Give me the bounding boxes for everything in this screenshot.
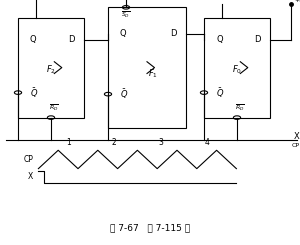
Text: $Q_0$: $Q_0$ [213, 0, 225, 3]
Text: 3: 3 [158, 138, 163, 147]
Text: $F_1$: $F_1$ [148, 67, 158, 80]
Text: $F_2$: $F_2$ [46, 63, 56, 76]
Text: CP: CP [23, 155, 33, 164]
Text: 图 7-67   题 7-115 图: 图 7-67 题 7-115 图 [110, 223, 190, 232]
Text: $\bar{Q}$: $\bar{Q}$ [120, 87, 128, 101]
Text: X: X [294, 132, 300, 141]
Text: 4: 4 [204, 138, 209, 147]
Text: X: X [28, 172, 33, 181]
Text: 1: 1 [66, 138, 70, 147]
Text: CP: CP [292, 143, 300, 148]
Text: D: D [170, 29, 177, 38]
Text: 2: 2 [112, 138, 117, 147]
Text: +5V: +5V [294, 0, 300, 3]
Bar [204, 18, 270, 118]
Text: $\overline{S_D}$: $\overline{S_D}$ [121, 10, 131, 20]
Text: Q: Q [30, 35, 37, 44]
Text: Q: Q [216, 35, 223, 44]
Text: D: D [254, 35, 261, 44]
Bar [18, 18, 84, 118]
Text: D: D [68, 35, 75, 44]
Text: $\overline{R_D}$: $\overline{R_D}$ [49, 103, 59, 113]
Text: $F_0$: $F_0$ [232, 63, 242, 76]
Text: $\overline{R_D}$: $\overline{R_D}$ [235, 103, 245, 113]
Text: Q: Q [120, 29, 127, 38]
Bar [108, 7, 186, 128]
Text: $\bar{Q}$: $\bar{Q}$ [216, 86, 224, 99]
Text: $\bar{Q}$: $\bar{Q}$ [30, 86, 38, 99]
